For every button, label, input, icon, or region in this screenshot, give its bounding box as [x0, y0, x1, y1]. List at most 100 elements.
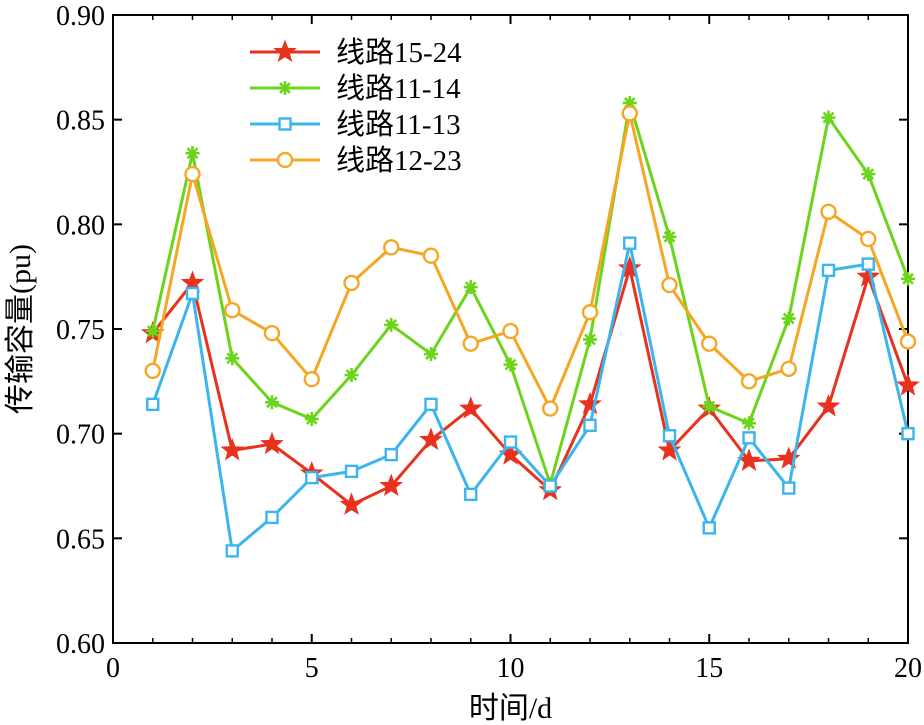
- data-point: [224, 301, 241, 319]
- data-point: [384, 447, 398, 462]
- data-point: [225, 351, 240, 366]
- data-point: [383, 239, 400, 256]
- data-point: [265, 395, 279, 410]
- data-point: [422, 247, 440, 264]
- legend-swatch-marker: [273, 39, 297, 63]
- data-point: [742, 416, 756, 431]
- x-tick-label: 15: [695, 653, 723, 684]
- data-point: [303, 371, 320, 388]
- data-point: [661, 276, 678, 294]
- legend-label: 线路12-23: [336, 144, 462, 177]
- data-point: [225, 544, 239, 558]
- y-tick-label: 0.70: [56, 420, 105, 451]
- data-point: [899, 333, 917, 350]
- y-tick-label: 0.85: [56, 106, 105, 137]
- data-point: [581, 304, 599, 321]
- data-point: [782, 481, 796, 495]
- data-point: [776, 446, 801, 469]
- data-point: [502, 322, 519, 340]
- data-point: [742, 431, 756, 445]
- data-point: [458, 396, 483, 419]
- tick-labels: 0 5 10 15 20 0.60 0.65 0.70 0.75 0.80 0.85 0.90: [56, 1, 922, 684]
- data-point: [861, 167, 876, 182]
- data-point: [339, 492, 364, 515]
- series-line: [151, 266, 910, 507]
- x-tick-label: 0: [106, 653, 120, 684]
- series-4: [144, 105, 917, 417]
- data-point: [657, 437, 682, 461]
- data-point: [702, 521, 716, 535]
- data-point: [344, 464, 359, 479]
- series-lines: [140, 95, 920, 558]
- legend-label: 线路11-14: [336, 72, 461, 105]
- data-point: [781, 311, 796, 326]
- data-point: [702, 399, 717, 414]
- data-point: [260, 431, 284, 455]
- data-point: [543, 479, 557, 493]
- data-point: [185, 286, 200, 301]
- data-point: [578, 391, 602, 415]
- data-point: [146, 397, 160, 412]
- legend-entry: 线路11-14: [250, 72, 461, 105]
- series-line: [151, 101, 910, 486]
- y-tick-label: 0.90: [56, 1, 105, 32]
- legend-label: 线路15-24: [336, 36, 462, 69]
- data-point: [184, 165, 201, 183]
- y-tick-label: 0.80: [56, 210, 105, 241]
- data-point: [621, 105, 638, 122]
- data-point: [780, 360, 797, 377]
- legend-swatch-marker: [276, 151, 294, 169]
- data-point: [462, 335, 479, 352]
- data-point: [185, 146, 200, 161]
- legend-entry: 线路15-24: [250, 36, 462, 69]
- data-point: [384, 317, 399, 332]
- data-point: [424, 347, 438, 362]
- data-point: [860, 230, 877, 248]
- data-point: [379, 473, 404, 497]
- data-point: [305, 470, 319, 485]
- data-point: [464, 487, 478, 502]
- legend-entry: 线路12-23: [250, 144, 462, 177]
- data-point: [623, 236, 637, 250]
- data-point: [856, 264, 881, 287]
- x-tick-label: 5: [305, 653, 319, 684]
- data-point: [740, 373, 758, 390]
- data-point: [304, 412, 319, 427]
- data-point: [542, 400, 559, 417]
- y-tick-label: 0.60: [56, 629, 105, 660]
- data-point: [901, 271, 915, 286]
- series-3: [146, 236, 915, 558]
- data-point: [617, 255, 642, 279]
- data-point: [145, 324, 160, 339]
- data-point: [463, 280, 478, 295]
- data-point: [583, 332, 597, 347]
- x-axis-label: 时间/d: [469, 692, 552, 725]
- data-point: [821, 110, 836, 125]
- axes: [112, 14, 909, 644]
- data-point: [816, 394, 841, 417]
- legend-label: 线路11-13: [336, 108, 461, 141]
- data-point: [343, 274, 360, 292]
- data-point: [220, 437, 245, 461]
- data-point: [583, 418, 597, 432]
- legend-entry: 线路11-13: [250, 108, 461, 141]
- data-point: [265, 510, 279, 525]
- data-point: [263, 324, 281, 342]
- data-point: [701, 335, 718, 352]
- data-point: [662, 429, 677, 443]
- data-point: [503, 357, 518, 372]
- data-point: [662, 229, 677, 244]
- x-tick-label: 20: [894, 653, 922, 684]
- data-point: [424, 397, 438, 412]
- y-tick-label: 0.75: [56, 315, 105, 346]
- data-point: [901, 426, 915, 441]
- data-point: [503, 435, 518, 449]
- y-axis-label: 传输容量(pu): [4, 244, 37, 414]
- data-point: [896, 373, 920, 396]
- data-point: [861, 257, 875, 271]
- data-point: [821, 263, 836, 278]
- y-tick-label: 0.65: [56, 524, 105, 555]
- data-point: [419, 427, 443, 451]
